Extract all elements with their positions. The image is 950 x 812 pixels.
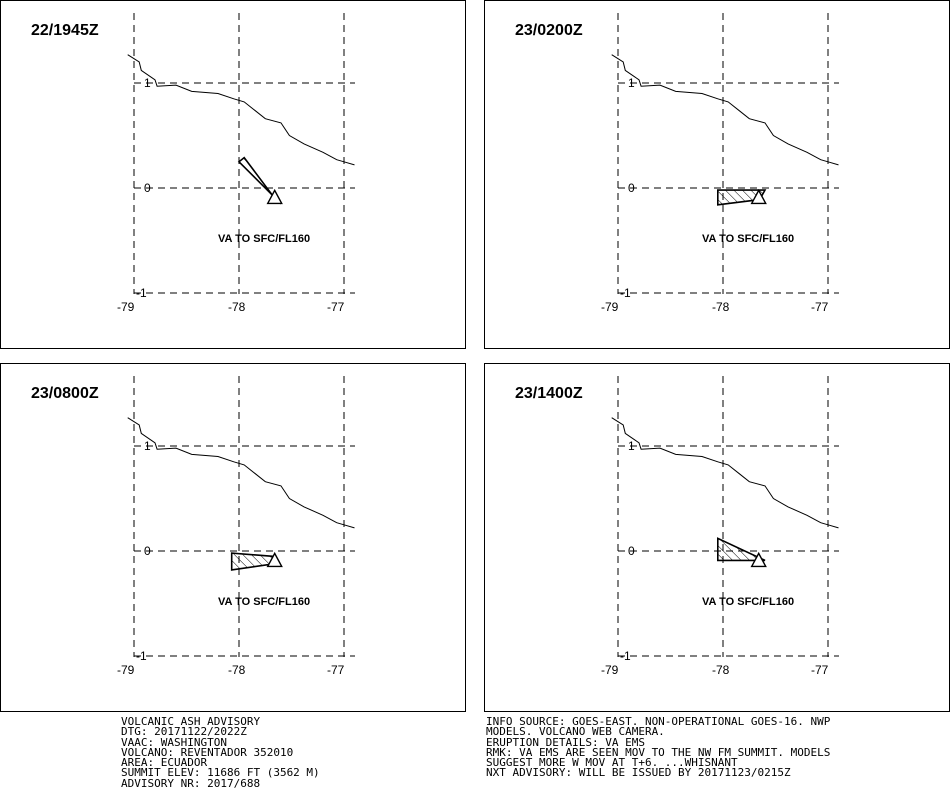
- latitude-tick-label: 1: [144, 439, 151, 453]
- longitude-tick-label: -78: [712, 663, 730, 677]
- longitude-tick-label: -77: [327, 663, 345, 677]
- forecast-time-label: 23/0800Z: [31, 385, 99, 402]
- ash-altitude-label: VA TO SFC/FL160: [218, 233, 310, 245]
- forecast-panel-1: -79 -78 -77 1 0 -1 22/1945Z VA TO SFC/FL160: [0, 0, 466, 349]
- latitude-tick-label: 0: [628, 544, 635, 558]
- coastline: [611, 417, 839, 529]
- latitude-tick-label: 1: [144, 76, 151, 90]
- latitude-tick-label: -1: [136, 649, 147, 663]
- forecast-time-label: 23/0200Z: [515, 22, 583, 39]
- latitude-tick-label: 0: [144, 181, 151, 195]
- volcano-triangle-icon: [266, 188, 283, 205]
- longitude-tick-label: -79: [601, 663, 619, 677]
- map-canvas: -79 -78 -77 1 0 -1 23/0800Z VA TO SFC/FL160: [31, 376, 355, 677]
- longitude-tick-label: -77: [811, 300, 829, 314]
- ash-cloud-polygon: [717, 537, 766, 562]
- longitude-tick-label: -79: [601, 300, 619, 314]
- latitude-tick-label: -1: [620, 649, 631, 663]
- longitude-tick-label: -78: [712, 300, 730, 314]
- map-canvas: -79 -78 -77 1 0 -1 23/1400Z VA TO SFC/FL160: [515, 376, 839, 677]
- longitude-tick-label: -77: [811, 663, 829, 677]
- longitude-tick-label: -79: [117, 663, 135, 677]
- forecast-panel-2: -79 -78 -77 1 0 -1 23/0200Z VA TO SFC/FL160: [484, 0, 950, 349]
- coastline: [611, 54, 839, 166]
- longitude-tick-label: -78: [228, 663, 246, 677]
- ash-altitude-label: VA TO SFC/FL160: [702, 596, 794, 608]
- ash-altitude-label: VA TO SFC/FL160: [218, 596, 310, 608]
- forecast-panel-4: -79 -78 -77 1 0 -1 23/1400Z VA TO SFC/FL160: [484, 363, 950, 712]
- volcano-triangle-icon: [750, 551, 767, 568]
- longitude-tick-label: -77: [327, 300, 345, 314]
- ash-cloud-polygon: [230, 552, 277, 571]
- map-canvas: -79 -78 -77 1 0 -1 22/1945Z VA TO SFC/FL160: [31, 13, 355, 314]
- map-canvas: -79 -78 -77 1 0 -1 23/0200Z VA TO SFC/FL160: [515, 13, 839, 314]
- latitude-tick-label: -1: [620, 286, 631, 300]
- latitude-tick-label: 1: [628, 439, 635, 453]
- advisory-remarks-text: INFO SOURCE: GOES-EAST. NON-OPERATIONAL …: [486, 715, 831, 780]
- forecast-time-label: 23/1400Z: [515, 385, 583, 402]
- coastline: [127, 54, 355, 166]
- longitude-tick-label: -79: [117, 300, 135, 314]
- latitude-tick-label: 1: [628, 76, 635, 90]
- coastline: [127, 417, 355, 529]
- latitude-tick-label: 0: [144, 544, 151, 558]
- forecast-panel-3: -79 -78 -77 1 0 -1 23/0800Z VA TO SFC/FL160: [0, 363, 466, 712]
- ash-altitude-label: VA TO SFC/FL160: [702, 233, 794, 245]
- volcano-triangle-icon: [266, 551, 283, 568]
- longitude-tick-label: -78: [228, 300, 246, 314]
- advisory-header-text: VOLCANIC ASH ADVISORY DTG: 20171122/2022…: [121, 715, 320, 790]
- volcano-triangle-icon: [750, 188, 767, 205]
- latitude-tick-label: -1: [136, 286, 147, 300]
- latitude-tick-label: 0: [628, 181, 635, 195]
- forecast-time-label: 22/1945Z: [31, 22, 99, 39]
